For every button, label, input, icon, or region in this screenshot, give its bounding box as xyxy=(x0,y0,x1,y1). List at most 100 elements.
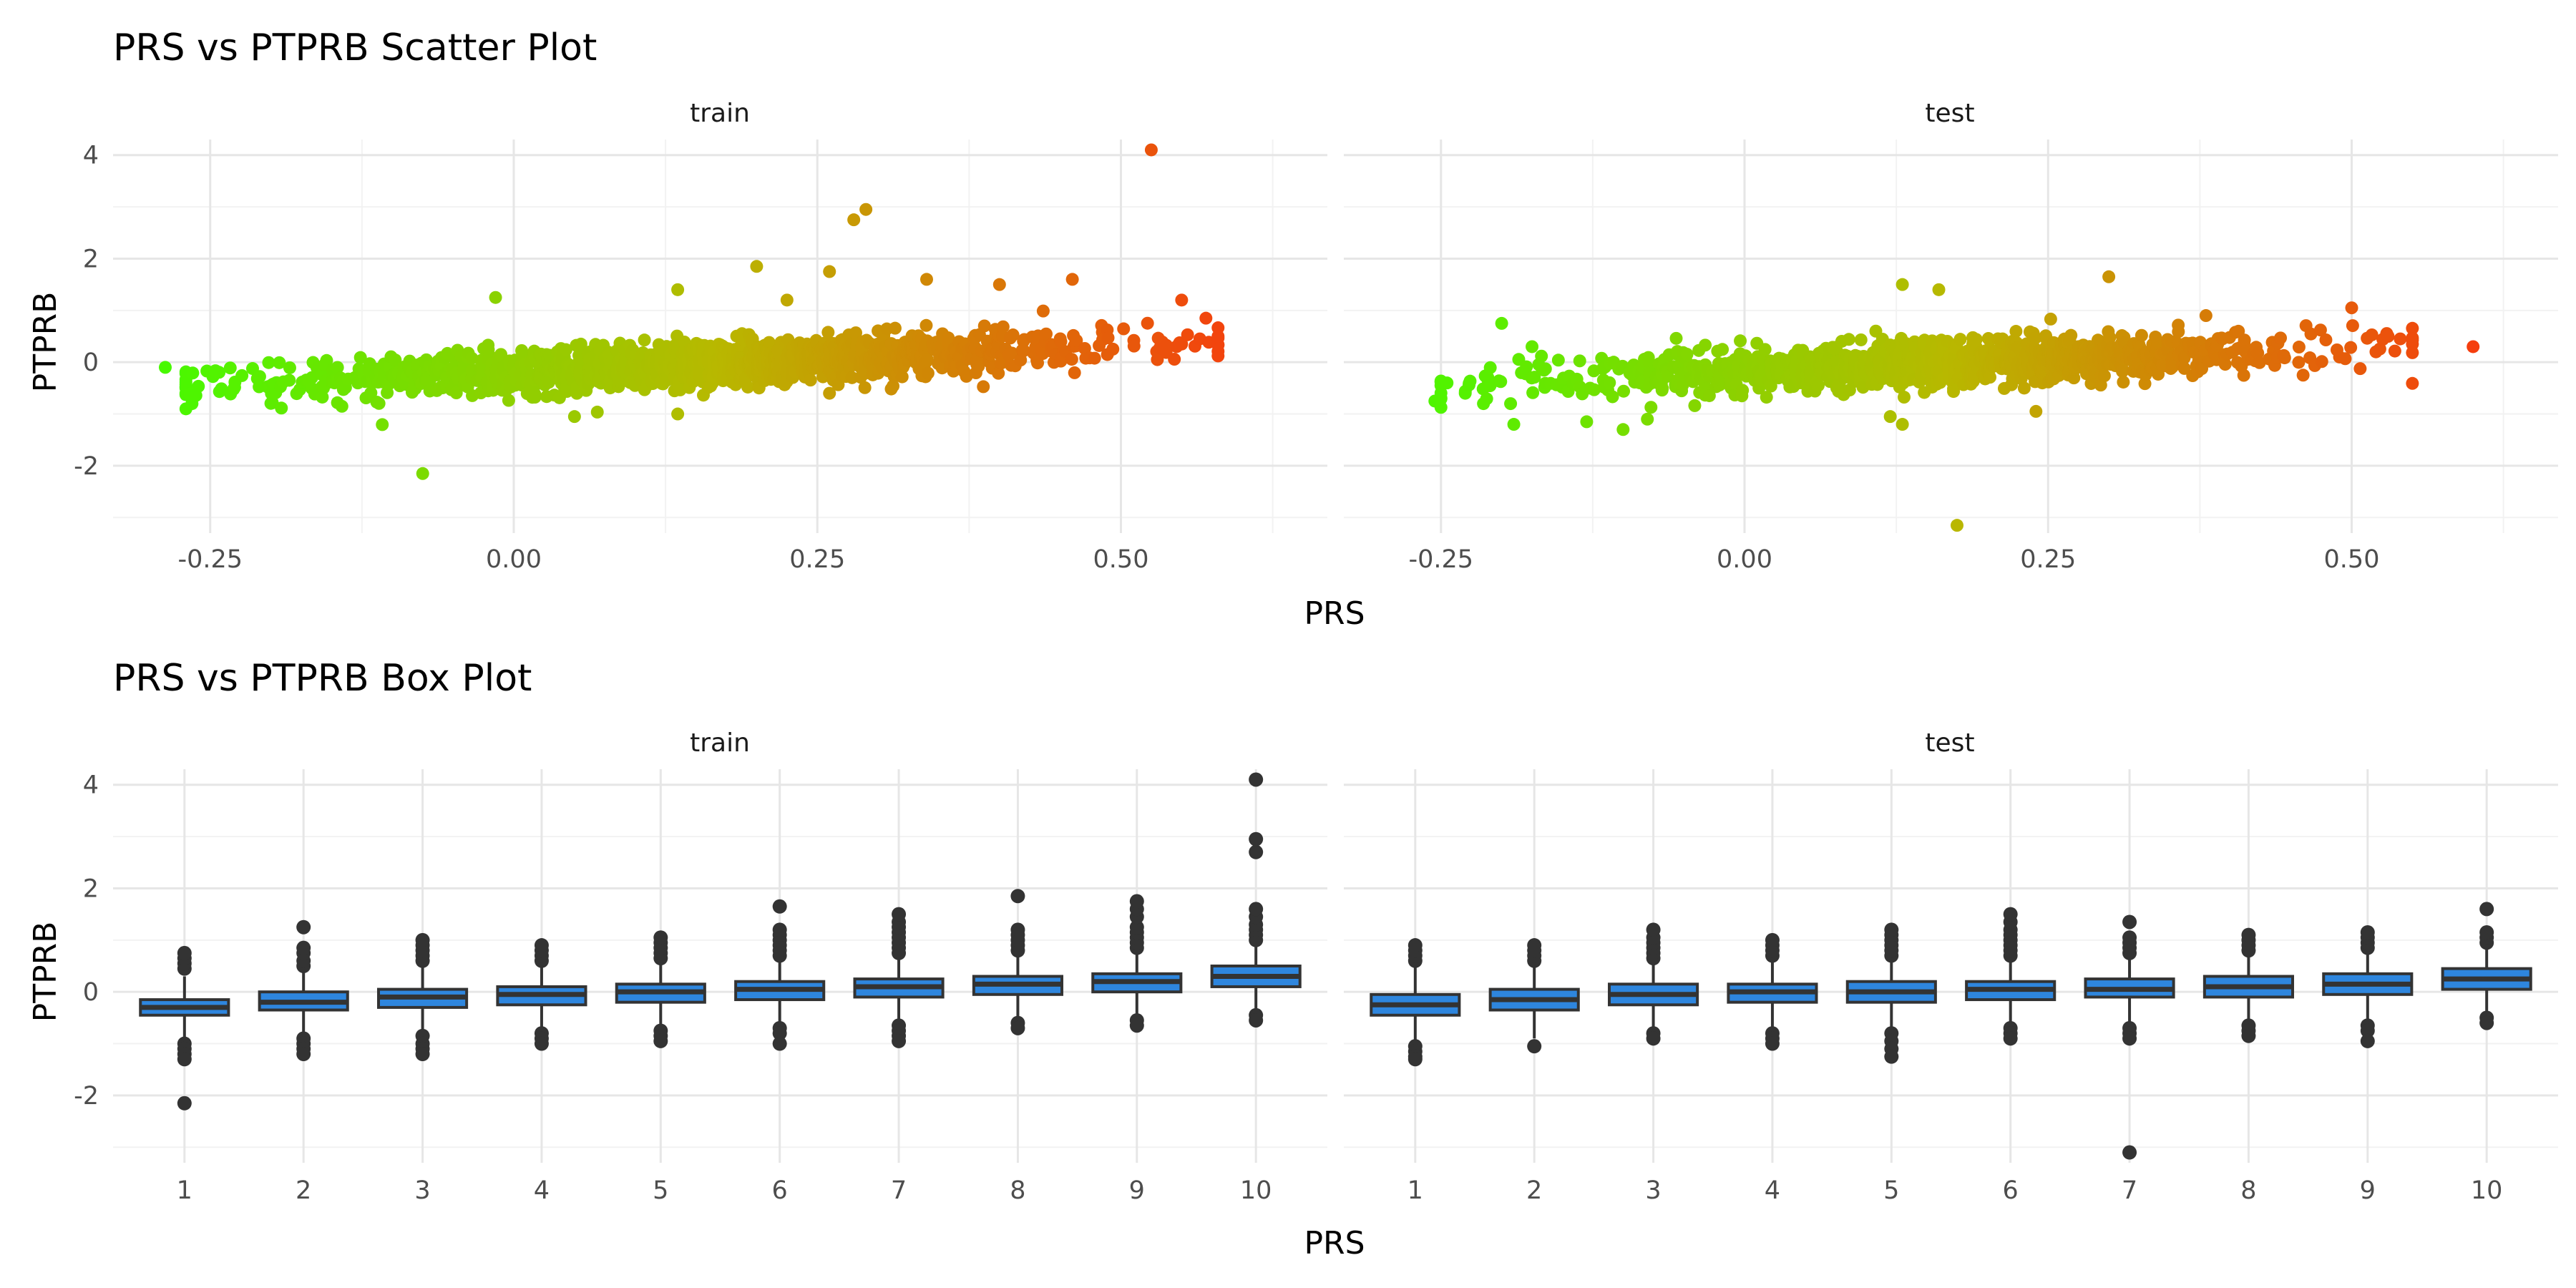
scatter-point xyxy=(1440,376,1454,390)
box-outlier xyxy=(1010,1020,1025,1035)
box-outlier xyxy=(892,907,907,922)
scatter-point xyxy=(996,320,1010,333)
scatter-point xyxy=(1984,371,1997,384)
scatter-point xyxy=(1702,389,1716,402)
scatter-x-tick-label: -0.25 xyxy=(177,545,243,574)
scatter-point xyxy=(888,321,902,335)
scatter-point xyxy=(2406,346,2419,359)
scatter-point xyxy=(2296,369,2310,382)
scatter-point xyxy=(1068,366,1081,379)
scatter-point xyxy=(2237,369,2250,382)
scatter-point xyxy=(223,361,237,375)
scatter-point xyxy=(977,380,990,394)
box-outlier xyxy=(2122,1145,2137,1160)
scatter-point xyxy=(804,374,817,387)
scatter-point xyxy=(283,361,296,374)
box-y-tick-label: 2 xyxy=(83,874,99,903)
box-outlier xyxy=(772,1026,787,1041)
box-outlier xyxy=(534,1036,549,1051)
scatter-point xyxy=(741,380,755,394)
scatter-point xyxy=(1669,331,1683,345)
box-strip-train: train xyxy=(690,728,750,758)
box-outlier xyxy=(534,938,549,953)
scatter-point xyxy=(1932,283,1946,296)
scatter-point xyxy=(2135,328,2148,342)
scatter-point xyxy=(2029,404,2043,418)
box-panel-train: 1 2 3 4 5 6 7 8 9 10 xyxy=(113,769,1327,1205)
box-outlier xyxy=(177,945,192,960)
box-outlier xyxy=(296,919,311,935)
scatter-point xyxy=(489,291,502,304)
box-x-tick-label: 1 xyxy=(1407,1176,1423,1205)
scatter-point xyxy=(1641,412,1654,426)
box-x-tick-label: 7 xyxy=(891,1176,907,1205)
box-outlier xyxy=(2360,924,2375,940)
scatter-point xyxy=(921,366,935,380)
scatter-point xyxy=(2238,333,2251,347)
box-panel-test: 1 2 3 4 5 6 7 8 9 10 xyxy=(1344,769,2558,1205)
scatter-point xyxy=(1175,293,1189,307)
scatter-point xyxy=(213,366,226,379)
box-outlier xyxy=(1407,938,1423,953)
scatter-point xyxy=(992,278,1006,291)
box-outlier xyxy=(2479,924,2494,940)
box-x-tick-label: 9 xyxy=(2360,1176,2376,1205)
scatter-point xyxy=(858,381,872,394)
scatter-point xyxy=(1181,328,1194,341)
scatter-point xyxy=(1031,356,1045,370)
scatter-point xyxy=(921,353,935,366)
scatter-point xyxy=(1896,418,1909,431)
scatter-point xyxy=(2097,369,2111,383)
scatter-point xyxy=(2172,325,2185,338)
scatter-point xyxy=(372,396,386,410)
scatter-point xyxy=(1950,519,1963,532)
scatter-point xyxy=(2102,270,2116,283)
scatter-point xyxy=(1434,391,1448,405)
box-chart-title: PRS vs PTPRB Box Plot xyxy=(113,657,532,700)
box-outlier xyxy=(2122,1031,2137,1046)
box-x-tick-label: 4 xyxy=(1765,1176,1780,1205)
scatter-point xyxy=(1897,391,1911,404)
box-strip-test: test xyxy=(1925,728,1974,758)
scatter-point xyxy=(1106,342,1120,356)
scatter-point xyxy=(1699,338,1712,352)
scatter-point xyxy=(2009,325,2023,338)
scatter-point xyxy=(1603,376,1616,389)
scatter-point xyxy=(780,293,794,307)
scatter-point xyxy=(887,379,900,393)
box-outlier xyxy=(1010,922,1025,937)
scatter-point xyxy=(2345,301,2358,315)
scatter-point xyxy=(1078,341,1091,355)
box-outlier xyxy=(415,932,430,947)
scatter-point xyxy=(1520,360,1533,374)
scatter-point xyxy=(1587,383,1601,396)
box-outlier xyxy=(1765,932,1780,947)
box-outlier xyxy=(2122,914,2137,930)
scatter-point xyxy=(1535,349,1548,363)
scatter-point xyxy=(1812,379,1825,392)
scatter-point xyxy=(2029,331,2042,345)
scatter-point xyxy=(1117,322,1131,336)
scatter-point xyxy=(353,351,367,364)
scatter-point xyxy=(1070,333,1083,347)
scatter-point xyxy=(1006,328,1020,342)
scatter-point xyxy=(671,407,685,421)
scatter-point xyxy=(1151,353,1164,366)
scatter-point xyxy=(449,386,463,400)
scatter-point xyxy=(590,405,604,419)
scatter-point xyxy=(1606,390,1619,404)
box-outlier xyxy=(296,940,311,955)
scatter-point xyxy=(1199,311,1213,325)
box-x-tick-label: 7 xyxy=(2122,1176,2137,1205)
scatter-x-tick-label: 0.25 xyxy=(2020,545,2076,574)
box-outlier xyxy=(2241,1028,2256,1043)
scatter-point xyxy=(1883,410,1897,424)
box-outlier xyxy=(2360,1033,2375,1048)
scatter-y-tick-label: 0 xyxy=(83,348,99,377)
box-outlier xyxy=(1249,831,1264,847)
box-outlier xyxy=(2122,930,2137,945)
box-x-tick-label: 10 xyxy=(1240,1176,1272,1205)
box-outlier xyxy=(772,1036,787,1051)
scatter-point xyxy=(942,331,955,345)
